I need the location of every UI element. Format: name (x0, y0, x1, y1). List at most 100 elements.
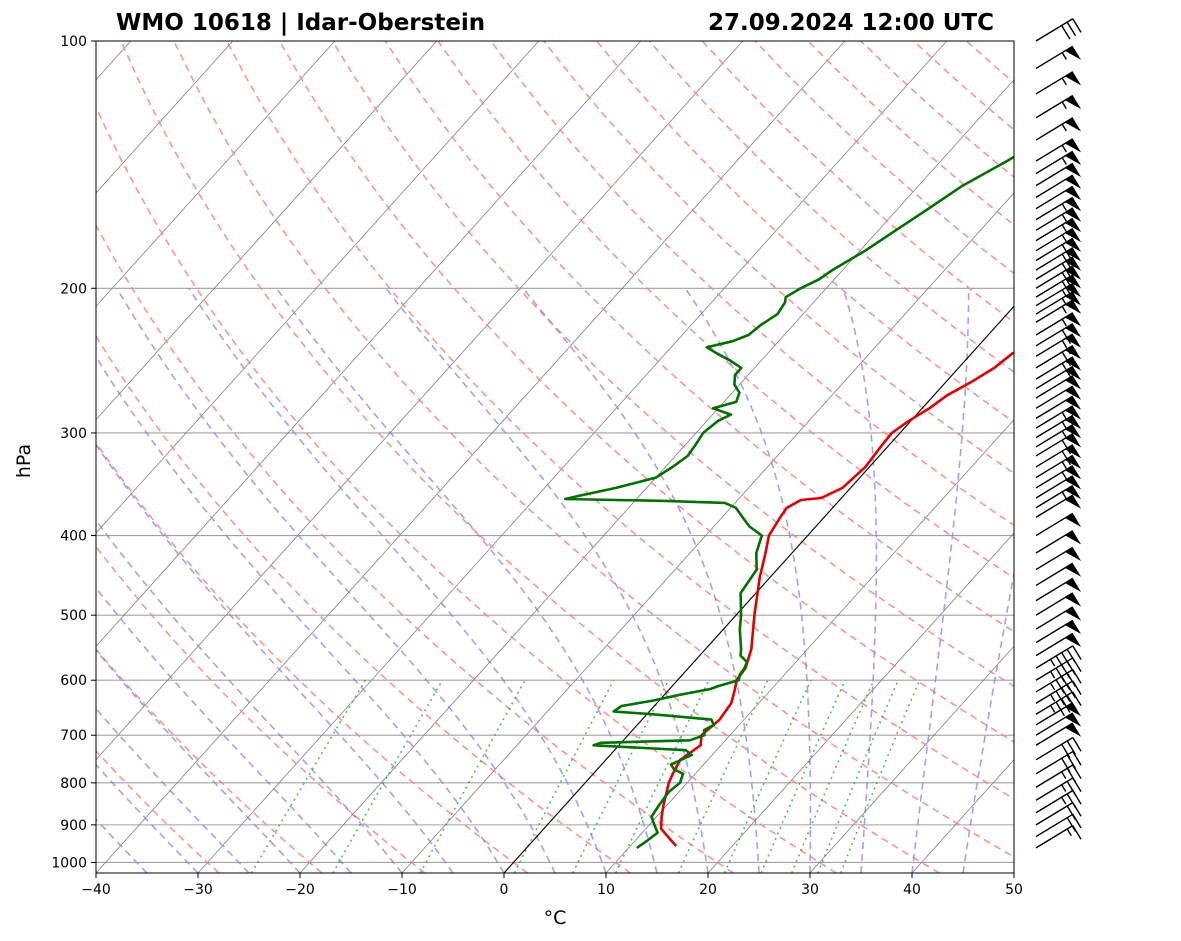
wind-barb-pennant (1065, 620, 1082, 634)
isotherm-line (96, 41, 846, 873)
wind-barb (1035, 701, 1082, 726)
wind-barb-pennant (1065, 228, 1082, 243)
wind-barb (1035, 94, 1082, 119)
wind-barb (1035, 484, 1082, 509)
wind-barb-pennant (1065, 117, 1082, 132)
wind-barb-shaft (1035, 764, 1074, 788)
wind-barb (1035, 207, 1082, 231)
wind-barb-flag (1061, 329, 1072, 344)
moist-adiabat-line (1013, 868, 1014, 873)
wind-barb-half-flag (1049, 705, 1056, 713)
wind-barb-half-flag (1061, 461, 1067, 469)
wind-barb (1035, 405, 1082, 429)
wind-barb-half-flag (1061, 796, 1067, 805)
wind-barb-shaft (1035, 494, 1074, 518)
wind-barb-flag (1072, 813, 1082, 829)
dry-adiabat-line (226, 41, 1014, 800)
wind-barb-pennant (1065, 291, 1082, 306)
wind-barb-pennant (1065, 375, 1082, 390)
isotherm-line (911, 759, 1014, 873)
y-axis-label: hPa (13, 444, 35, 478)
wind-barb-flag (1072, 657, 1082, 672)
wind-barb-pennant (1065, 266, 1082, 280)
wind-barb-pennant (1065, 283, 1082, 298)
wind-barb-pennant (1065, 163, 1082, 178)
moist-adiabat-line (188, 287, 607, 873)
wind-barb-shaft (1035, 484, 1074, 509)
x-axis: −40 −30 −20 −10 0 10 20 30 40 50 (81, 873, 1023, 898)
wind-barb-shaft (1035, 94, 1074, 119)
moist-adiabat-line (96, 355, 505, 873)
wind-barb-half-flag (1061, 430, 1067, 439)
wind-barb-pennant (1065, 186, 1082, 201)
wind-barb-pennant (1065, 433, 1082, 448)
moist-adiabat-line (522, 287, 760, 873)
dry-adiabat-line (96, 334, 631, 873)
isotherm-line (96, 41, 540, 534)
wind-barb-pennant (1065, 175, 1082, 189)
wind-barb-pennant (1065, 197, 1082, 212)
dry-adiabat-line (120, 41, 940, 873)
wind-barb-flag (1072, 777, 1082, 793)
wind-barb (1035, 299, 1082, 323)
wind-barb (1035, 322, 1082, 347)
wind-barb-shaft (1035, 825, 1074, 849)
x-tick-label: 20 (699, 882, 717, 898)
wind-barb (1035, 375, 1082, 399)
wind-barb-pennant (1065, 495, 1082, 509)
dry-adiabat-line (96, 441, 529, 873)
wind-barb-half-flag (1049, 682, 1056, 691)
plot-frame (95, 40, 1015, 874)
wind-barb (1035, 736, 1082, 761)
zero-isotherm (503, 305, 1014, 873)
wind-barb (1035, 750, 1082, 775)
wind-barb-half-flag (1061, 411, 1067, 420)
wind-barb-pennant (1065, 46, 1082, 60)
isotherm-line (299, 79, 1014, 873)
isobar-lines (96, 41, 1014, 864)
wind-barb-pennant (1065, 218, 1082, 233)
wind-barb (1035, 227, 1082, 252)
wind-barb-shaft (1035, 71, 1074, 95)
isotherm-line (197, 41, 948, 873)
mixing-ratio-line (790, 679, 875, 873)
wind-barb-shaft (1035, 546, 1074, 571)
wind-barb-flag (1072, 669, 1082, 684)
dry-adiabat-line (490, 41, 1014, 527)
moist-adiabat-line (275, 287, 658, 873)
wind-barb-flag (1055, 690, 1065, 706)
y-tick-label: 100 (60, 34, 87, 50)
wind-barb-shaft (1035, 562, 1074, 587)
moist-adiabat-line (96, 763, 199, 873)
wind-barb (1035, 174, 1082, 198)
wind-barb-pennant (1065, 208, 1082, 222)
wind-barb-shaft (1035, 185, 1074, 210)
wind-barb (1035, 494, 1082, 518)
wind-barb (1035, 385, 1082, 409)
wind-barb (1035, 138, 1082, 162)
wind-barb-half-flag (1061, 234, 1067, 243)
wind-barb-shaft (1035, 680, 1074, 704)
wind-barb-shaft (1035, 150, 1074, 175)
wind-barb-half-flag (1049, 671, 1056, 679)
mixing-ratio-lines (250, 679, 921, 873)
wind-barb-shaft (1035, 619, 1074, 644)
moist-adiabat-line (684, 287, 812, 873)
wind-barb-shaft (1035, 414, 1074, 439)
dry-adiabat-line (648, 41, 1014, 373)
wind-barb-pennant (1065, 592, 1082, 607)
wind-barb-shaft (1035, 174, 1074, 198)
wind-barb-shaft (1035, 356, 1074, 380)
y-tick-label: 500 (60, 608, 87, 624)
mixing-ratio-line (332, 679, 444, 873)
wind-barb-half-flag (1061, 771, 1067, 779)
wind-barb-pennant (1065, 396, 1082, 410)
wind-barb-shaft (1035, 530, 1074, 554)
wind-barb (1035, 424, 1082, 448)
x-tick-label: 10 (597, 882, 615, 898)
wind-barb (1035, 577, 1082, 602)
wind-barb-half-flag (1061, 157, 1067, 165)
dry-adiabat-line (860, 41, 1014, 179)
isotherm-line (96, 41, 744, 761)
wind-barb-pennant (1065, 386, 1082, 400)
